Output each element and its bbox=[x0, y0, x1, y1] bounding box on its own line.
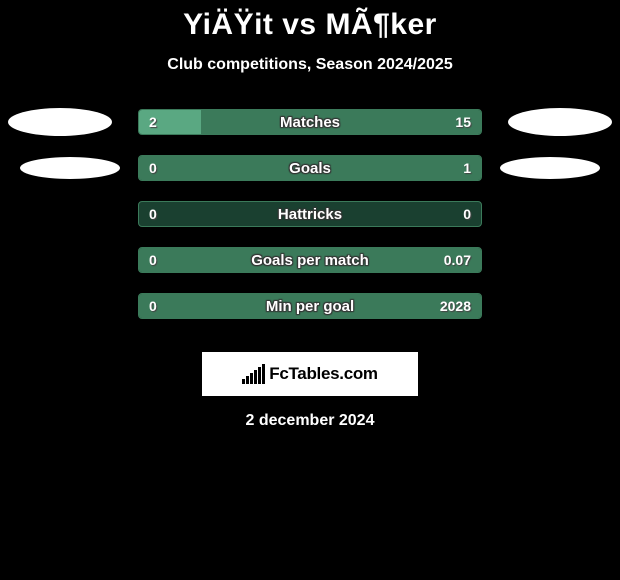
subtitle: Club competitions, Season 2024/2025 bbox=[0, 56, 620, 74]
bar-fill-right bbox=[139, 248, 481, 272]
stat-row: 0 Min per goal 2028 bbox=[0, 288, 620, 334]
player2-avatar bbox=[500, 157, 600, 179]
right-value: 0 bbox=[453, 202, 481, 226]
left-value: 0 bbox=[139, 202, 167, 226]
bar-fill-right bbox=[201, 110, 481, 134]
stat-row: 2 Matches 15 bbox=[0, 104, 620, 150]
fctables-logo[interactable]: FcTables.com bbox=[202, 352, 418, 396]
page-title: YiÄŸit vs MÃ¶ker bbox=[0, 0, 620, 42]
comparison-chart: 2 Matches 15 0 Goals 1 0 Hattricks 0 0 bbox=[0, 104, 620, 334]
bar-track-mpg: 0 Min per goal 2028 bbox=[138, 293, 482, 319]
bar-track-gpm: 0 Goals per match 0.07 bbox=[138, 247, 482, 273]
stat-row: 0 Goals 1 bbox=[0, 150, 620, 196]
bar-track-hattricks: 0 Hattricks 0 bbox=[138, 201, 482, 227]
bar-fill-right bbox=[139, 156, 481, 180]
bar-fill-right bbox=[139, 294, 481, 318]
stat-label: Hattricks bbox=[139, 202, 481, 226]
bar-track-goals: 0 Goals 1 bbox=[138, 155, 482, 181]
logo-text: FcTables.com bbox=[269, 364, 378, 384]
date-text: 2 december 2024 bbox=[0, 412, 620, 430]
player2-avatar bbox=[508, 108, 612, 136]
bar-fill-left bbox=[139, 110, 201, 134]
stat-row: 0 Hattricks 0 bbox=[0, 196, 620, 242]
player1-avatar bbox=[8, 108, 112, 136]
player1-avatar bbox=[20, 157, 120, 179]
bar-chart-icon bbox=[242, 364, 265, 384]
stat-row: 0 Goals per match 0.07 bbox=[0, 242, 620, 288]
bar-track-matches: 2 Matches 15 bbox=[138, 109, 482, 135]
